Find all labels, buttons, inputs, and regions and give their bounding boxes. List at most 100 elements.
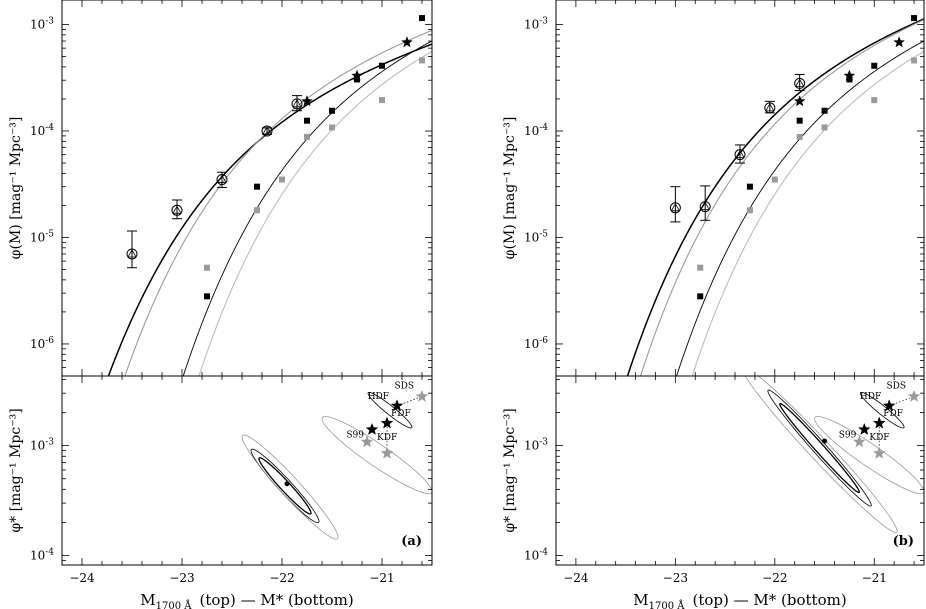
gray-square-point: [329, 124, 335, 131]
curve-fit-bright-alt: [124, 29, 432, 376]
y-tick-label: 10-3: [30, 17, 54, 32]
curve-fit-faint-alt: [691, 50, 924, 376]
x-axis-label: M1700 Å (top) — M* (bottom): [633, 591, 846, 609]
y-tick-base: 10: [524, 439, 539, 453]
y-tick-exp: -4: [45, 123, 54, 133]
black-square-point: [329, 107, 335, 114]
confidence-contour: [321, 416, 432, 495]
y-tick-base: 10: [524, 549, 539, 563]
y-tick-exp: -4: [539, 548, 548, 558]
survey-star: [380, 416, 394, 429]
survey-label: HDF: [368, 392, 389, 402]
survey-label: S99: [346, 431, 364, 441]
y-tick-label: 10-5: [30, 229, 54, 244]
open-circle-point: [764, 102, 776, 114]
survey-label: FDF: [391, 409, 411, 419]
black-square-point: [304, 117, 310, 124]
black-square-point: [379, 62, 385, 69]
y-tick-label: 10-4: [524, 123, 548, 138]
x-tick-label: −22: [269, 571, 294, 585]
y-tick-label: 10-4: [30, 123, 54, 138]
black-square-point: [254, 183, 260, 190]
gray-square-point: [771, 176, 778, 183]
survey-label: HDF: [860, 392, 881, 402]
gray-square-point: [697, 264, 704, 271]
y-tick-base: 10: [524, 18, 539, 32]
open-circle-point: [291, 98, 303, 110]
panel-a: 10-610-510-410-3φ(M) [mag⁻¹ Mpc⁻³]HDFFDF…: [8, 0, 433, 609]
curve-fit-faint: [182, 40, 432, 376]
black-square-point: [204, 293, 210, 300]
open-triangle-point: [670, 202, 681, 212]
survey-label: KDF: [377, 433, 397, 443]
panel-b: 10-610-510-410-3φ(M) [mag⁻¹ Mpc⁻³]HDFFDF…: [502, 0, 925, 609]
survey-star: [907, 389, 921, 402]
y-tick-exp: -5: [539, 229, 548, 239]
y-tick-exp: -3: [539, 438, 548, 448]
y-tick-label: 10-3: [524, 438, 548, 453]
best-fit-point: [284, 481, 290, 487]
survey-star: [857, 422, 871, 435]
open-triangle-point: [217, 174, 227, 183]
confidence-contour: [744, 376, 898, 533]
y-tick-exp: -3: [45, 17, 54, 27]
open-triangle-point: [262, 126, 272, 135]
confidence-contour: [859, 392, 905, 429]
y-tick-exp: -4: [45, 548, 54, 558]
survey-label: SDS: [394, 381, 414, 391]
gray-square-point: [911, 57, 918, 64]
y-tick-label: 10-6: [30, 336, 54, 351]
black-square-point: [846, 76, 853, 83]
top-plot: 10-610-510-410-3φ(M) [mag⁻¹ Mpc⁻³]: [8, 0, 433, 377]
confidence-contour: [241, 434, 339, 540]
survey-star: [852, 435, 866, 448]
gray-square-point: [379, 97, 385, 104]
x-tick-label: −21: [369, 571, 394, 585]
star-point: [893, 36, 906, 48]
survey-star: [872, 446, 886, 459]
confidence-contour: [767, 389, 872, 507]
open-circle-point: [794, 77, 806, 89]
curve-fit-bright-alt: [639, 19, 924, 376]
x-label-main: M: [633, 591, 648, 609]
gray-square-point: [304, 133, 310, 140]
x-axis-label: M1700 Å (top) — M* (bottom): [140, 591, 353, 609]
curve-fit-bright: [107, 43, 432, 376]
y-tick-base: 10: [524, 230, 539, 244]
open-circle-point: [261, 125, 273, 137]
y-tick-base: 10: [30, 549, 45, 563]
survey-star: [882, 399, 896, 412]
black-square-point: [746, 183, 753, 190]
x-tick-label: −22: [762, 571, 787, 585]
survey-star: [872, 416, 886, 429]
open-triangle-point: [794, 78, 805, 87]
y-tick-base: 10: [30, 337, 45, 351]
y-tick-exp: -6: [45, 336, 54, 346]
y-tick-label: 10-3: [524, 17, 548, 32]
y-tick-label: 10-4: [30, 548, 54, 563]
survey-star: [360, 435, 374, 448]
black-square-point: [911, 15, 918, 22]
open-circle-point: [699, 201, 711, 213]
black-square-point: [871, 62, 878, 69]
black-square-point: [697, 293, 704, 300]
y-tick-label: 10-4: [524, 548, 548, 563]
y-tick-base: 10: [524, 337, 539, 351]
curve-fit-bright: [626, 18, 924, 376]
open-triangle-point: [172, 205, 182, 214]
best-fit-point: [822, 438, 828, 444]
y-tick-base: 10: [524, 124, 539, 138]
x-tick-label: −21: [862, 571, 887, 585]
y-tick-exp: -4: [539, 123, 548, 133]
y-tick-label: 10-5: [524, 229, 548, 244]
x-tick-label: −24: [69, 571, 95, 585]
open-triangle-point: [292, 99, 302, 108]
gray-square-point: [796, 133, 803, 140]
y-tick-base: 10: [30, 18, 45, 32]
x-tick-label: −23: [663, 571, 688, 585]
open-circle-point: [669, 202, 681, 214]
